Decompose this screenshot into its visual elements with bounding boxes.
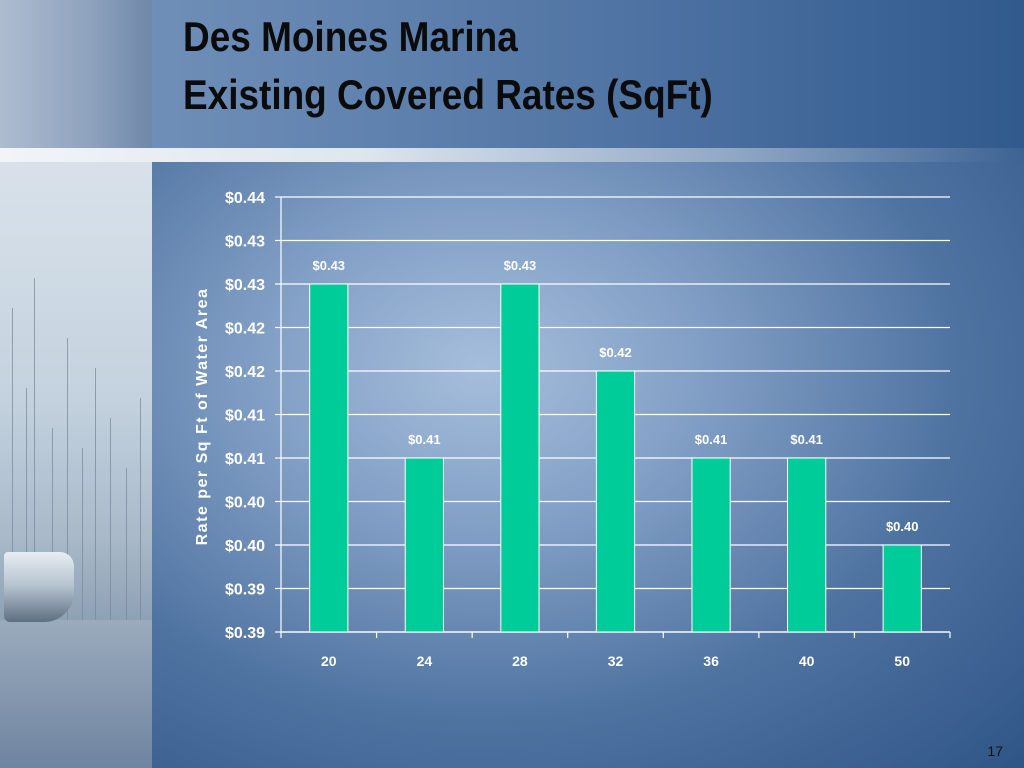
data-label: $0.41 [695,432,728,447]
x-tick-label: 50 [894,653,910,669]
slide-title: Des Moines Marina Existing Covered Rates… [183,8,713,124]
x-tick-label: 24 [417,653,433,669]
bar [309,283,349,633]
bar [595,370,636,633]
data-label: $0.42 [599,345,632,360]
title-divider [0,148,1024,162]
y-axis-title: Rate per Sq Ft of Water Area [194,288,211,546]
data-label: $0.41 [790,432,823,447]
y-tick-label: $0.41 [225,451,265,468]
y-tick-label: $0.41 [225,408,265,425]
x-tick-label: 36 [703,653,719,669]
data-label: $0.43 [504,258,537,273]
bar [500,283,540,633]
bar [404,457,444,633]
bar [691,457,731,633]
y-tick-label: $0.43 [225,277,265,294]
x-tick-label: 32 [608,653,624,669]
x-tick-label: 40 [799,653,815,669]
data-label: $0.40 [886,519,919,534]
data-label: $0.41 [408,432,441,447]
title-band [152,0,1024,148]
x-tick-label: 28 [512,653,528,669]
title-line-2: Existing Covered Rates (SqFt) [183,71,713,118]
y-tick-label: $0.42 [225,364,265,381]
bar [787,457,827,633]
data-label: $0.43 [313,258,346,273]
bar [882,544,922,633]
y-tick-label: $0.40 [225,538,265,555]
y-tick-label: $0.40 [225,495,265,512]
x-tick-label: 20 [321,653,337,669]
y-tick-label: $0.39 [225,625,265,642]
marina-photo [0,0,152,768]
title-line-1: Des Moines Marina [183,13,518,60]
slide-number: 17 [987,743,1003,759]
boat-image [4,552,74,622]
y-tick-label: $0.43 [225,234,265,251]
y-tick-label: $0.42 [225,321,265,338]
y-tick-label: $0.39 [225,582,265,599]
y-tick-label: $0.44 [225,190,265,207]
